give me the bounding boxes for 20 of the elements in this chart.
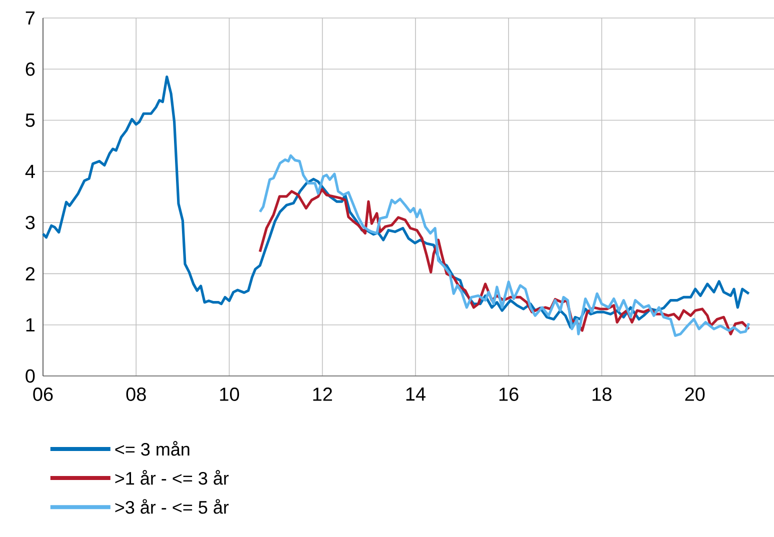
legend-label: <= 3 mån [115,441,190,456]
y-tick-label: 6 [26,62,35,76]
y-tick-label: 0 [26,369,35,383]
y-tick-label: 1 [26,318,35,332]
x-tick-label: 06 [33,388,53,401]
y-tick-label: 4 [25,164,35,178]
y-tick-label: 7 [26,11,35,25]
legend-label: >1 år - <= 3 år [115,470,229,485]
line-series [258,154,750,337]
x-tick-label: 08 [126,388,146,401]
x-tick-label: 20 [685,388,705,401]
y-tick-label: 2 [26,267,35,280]
x-tick-label: 12 [313,388,332,401]
x-tick-label: 18 [592,388,612,401]
y-tick-label: 5 [26,114,35,127]
legend-label: >3 år - <= 5 år [115,499,229,514]
y-tick-label: 3 [26,216,35,230]
x-tick-label: 14 [406,388,426,401]
x-tick-label: 10 [220,388,240,401]
x-tick-label: 16 [499,388,518,401]
